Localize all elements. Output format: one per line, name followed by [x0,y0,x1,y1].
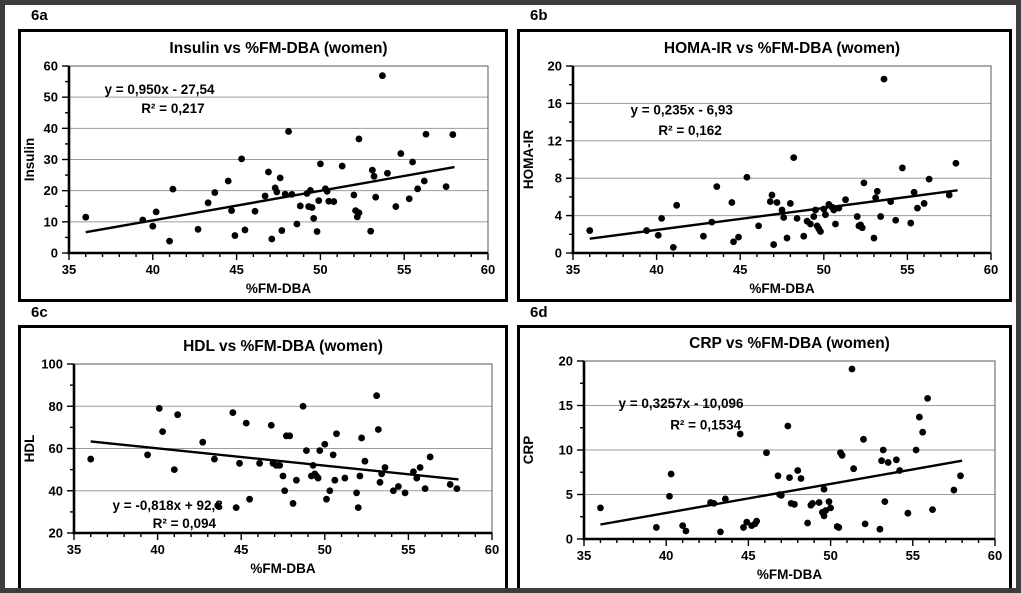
chart-insulin-vs-fm: 35 40 45 50 55 60 0 10 20 30 40 50 60 y = 0,950x - 27… [18,29,508,302]
svg-text:5: 5 [566,487,573,502]
svg-text:15: 15 [559,398,573,413]
svg-text:45: 45 [733,262,747,277]
svg-text:%FM-DBA: %FM-DBA [757,567,822,582]
svg-text:CRP vs %FM-DBA (women): CRP vs %FM-DBA (women) [689,335,890,352]
svg-text:10: 10 [559,443,573,458]
svg-text:55: 55 [397,262,411,277]
svg-text:16: 16 [548,96,562,111]
svg-text:35: 35 [62,262,76,277]
svg-text:40: 40 [150,542,164,557]
svg-text:40: 40 [146,262,160,277]
svg-text:55: 55 [906,548,920,563]
svg-text:60: 60 [984,262,998,277]
svg-text:35: 35 [577,548,591,563]
svg-text:60: 60 [44,59,58,74]
svg-text:35: 35 [67,542,81,557]
svg-text:45: 45 [229,262,243,277]
svg-text:20: 20 [49,526,63,541]
svg-text:y = 0,3257x - 10,096: y = 0,3257x - 10,096 [619,396,744,411]
svg-text:R² = 0,094: R² = 0,094 [153,516,217,531]
svg-text:%FM-DBA: %FM-DBA [250,561,315,576]
svg-text:y = 0,950x - 27,54: y = 0,950x - 27,54 [105,82,215,97]
svg-text:%FM-DBA: %FM-DBA [246,281,311,296]
svg-text:0: 0 [555,246,562,261]
svg-text:40: 40 [44,121,58,136]
svg-text:50: 50 [313,262,327,277]
svg-text:CRP: CRP [521,436,536,465]
scatter-plot-homa-ir: 35 40 45 50 55 60 0 4 8 12 16 20 y = 0,235x - 6,93 R²… [521,40,998,296]
svg-text:%FM-DBA: %FM-DBA [749,281,814,296]
svg-text:0: 0 [51,246,58,261]
svg-text:60: 60 [481,262,495,277]
svg-text:R² = 0,217: R² = 0,217 [141,101,204,116]
svg-text:30: 30 [44,152,58,167]
svg-text:40: 40 [649,262,663,277]
svg-text:R² = 0,1534: R² = 0,1534 [670,418,741,433]
svg-text:10: 10 [44,214,58,229]
svg-text:12: 12 [548,133,562,148]
svg-text:100: 100 [41,357,63,372]
svg-text:20: 20 [548,59,562,74]
panel-label-6c: 6c [31,304,48,321]
chart-crp-vs-fm: 35 40 45 50 55 60 0 5 10 15 20 y = 0,3257x - 10,096… [517,325,1012,588]
svg-text:45: 45 [234,542,248,557]
svg-text:20: 20 [44,183,58,198]
svg-text:60: 60 [988,548,1002,563]
svg-text:HOMA-IR vs %FM-DBA (women): HOMA-IR vs %FM-DBA (women) [664,40,900,57]
svg-text:4: 4 [555,208,563,223]
svg-text:Insulin vs %FM-DBA (women): Insulin vs %FM-DBA (women) [169,40,387,57]
chart-hdl-vs-fm: 35 40 45 50 55 60 20 40 60 80 100 y = -0,818x + 92,… [18,325,508,588]
svg-text:HDL vs %FM-DBA (women): HDL vs %FM-DBA (women) [183,338,383,355]
svg-text:0: 0 [566,532,573,547]
svg-text:40: 40 [659,548,673,563]
scatter-plot-insulin: 35 40 45 50 55 60 0 10 20 30 40 50 60 y = 0,950x - 27… [22,40,495,296]
panel-label-6d: 6d [530,304,548,321]
svg-text:60: 60 [49,441,63,456]
svg-text:60: 60 [485,542,499,557]
svg-text:80: 80 [49,399,63,414]
svg-text:50: 50 [823,548,837,563]
svg-text:y = -0,818x + 92,8: y = -0,818x + 92,8 [112,498,223,513]
svg-text:HDL: HDL [22,435,37,463]
svg-text:55: 55 [900,262,914,277]
svg-text:50: 50 [817,262,831,277]
chart-homa-ir-vs-fm: 35 40 45 50 55 60 0 4 8 12 16 20 y = 0,235x - 6,93 R²… [517,29,1012,302]
svg-text:35: 35 [566,262,580,277]
svg-text:50: 50 [318,542,332,557]
scatter-plot-hdl: 35 40 45 50 55 60 20 40 60 80 100 y = -0,818x + 92,… [22,338,499,576]
svg-text:R² = 0,162: R² = 0,162 [658,123,721,138]
svg-text:8: 8 [555,171,562,186]
svg-text:55: 55 [401,542,415,557]
svg-text:HOMA-IR: HOMA-IR [521,130,536,189]
svg-text:50: 50 [44,90,58,105]
svg-text:y = 0,235x - 6,93: y = 0,235x - 6,93 [630,102,733,117]
scatter-plot-crp: 35 40 45 50 55 60 0 5 10 15 20 y = 0,3257x - 10,096… [521,335,1002,582]
panel-label-6a: 6a [31,7,48,24]
panel-label-6b: 6b [530,7,548,24]
svg-text:45: 45 [741,548,755,563]
svg-text:Insulin: Insulin [22,138,37,182]
svg-text:40: 40 [49,483,63,498]
svg-text:20: 20 [559,354,573,369]
